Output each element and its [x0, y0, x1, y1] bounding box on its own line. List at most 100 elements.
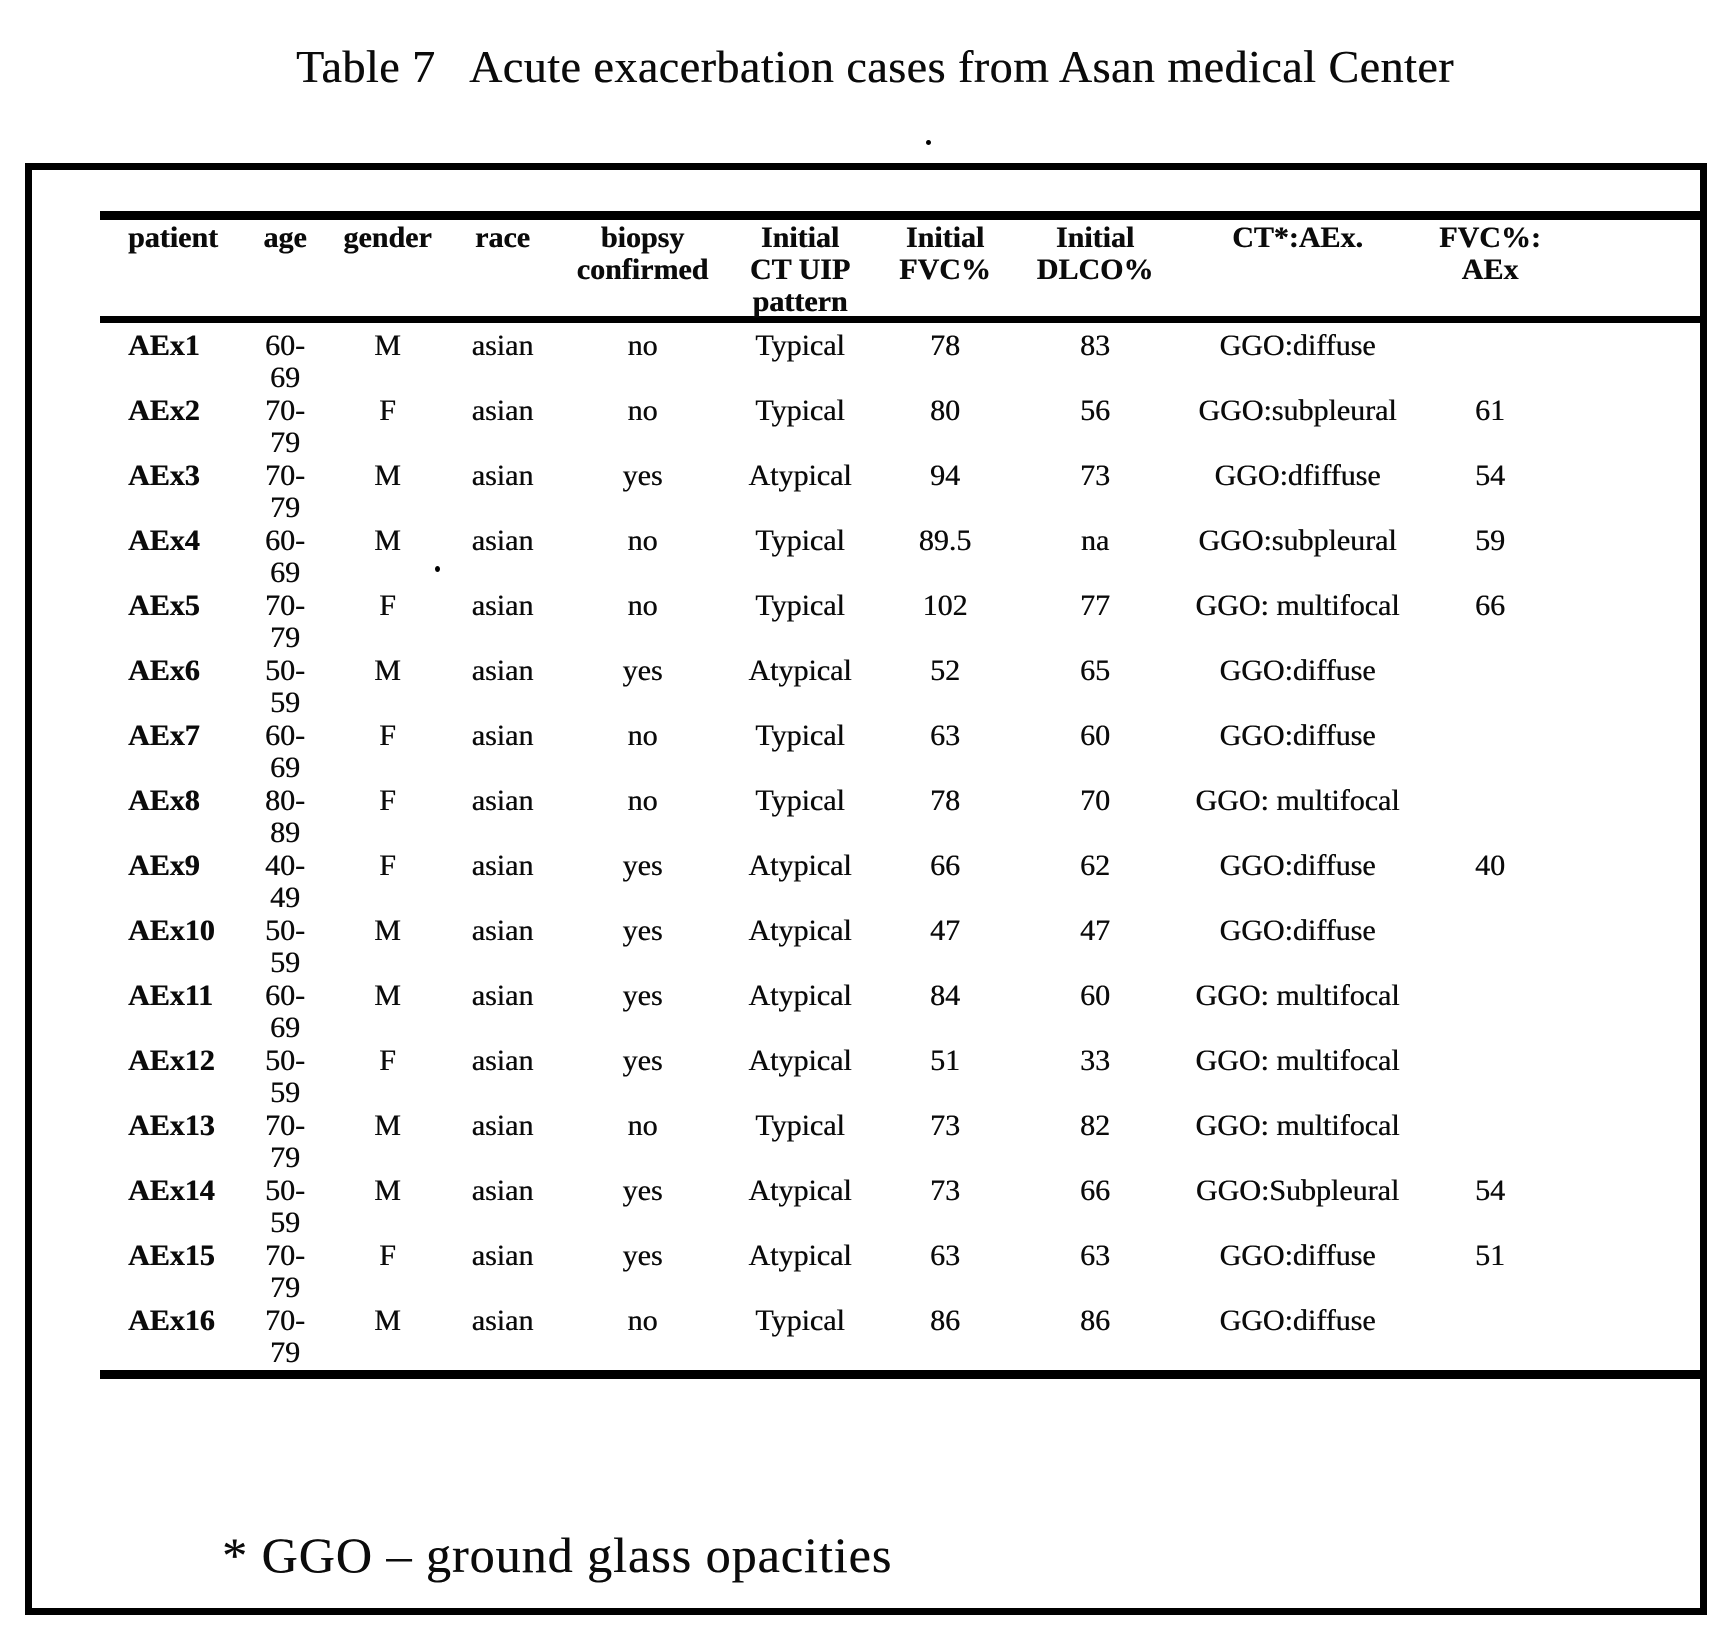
cell-biopsy-confirmed: yes	[622, 979, 663, 1012]
cell-ct-aex: GGO:diffuse	[1219, 654, 1376, 687]
cell-initial-fvc-pct: 78	[930, 784, 960, 817]
cell-fvc-pct-aex	[1420, 1045, 1560, 1110]
cell-initial-dlco-pct: 33	[1080, 1044, 1110, 1077]
cell-race: asian	[471, 394, 534, 427]
cell-initial-ct-uip-pattern: Typical	[755, 1304, 845, 1337]
cell-fvc-pct-aex	[1420, 330, 1560, 395]
cell-initial-ct-uip-pattern: Atypical	[748, 1239, 852, 1272]
cell-initial-ct-uip-pattern: Typical	[755, 589, 845, 622]
cell-ct-aex: GGO: multifocal	[1195, 589, 1400, 622]
cell-initial-fvc-pct: 84	[930, 979, 960, 1012]
cell-biopsy-confirmed: yes	[622, 459, 663, 492]
cell-race: asian	[471, 459, 534, 492]
cell-gender: F	[379, 719, 396, 752]
cell-ct-aex: GGO: multifocal	[1195, 784, 1400, 817]
cell-initial-fvc-pct: 94	[930, 459, 960, 492]
cell-patient: AEx10	[128, 914, 215, 947]
table-row: AEx9 40- 49 F asian yes Atypical 66 62 G…	[100, 850, 1707, 915]
cell-biopsy-confirmed: yes	[622, 849, 663, 882]
table-row: AEx16 70- 79 M asian no Typical 86 86 GG…	[100, 1305, 1707, 1370]
cell-fvc-pct-aex	[1420, 1305, 1560, 1370]
table-row: AEx14 50- 59 M asian yes Atypical 73 66 …	[100, 1175, 1707, 1240]
cell-age: 80- 89	[265, 784, 305, 849]
table-row: AEx3 70- 79 M asian yes Atypical 94 73 G…	[100, 460, 1707, 525]
table-row: AEx11 60- 69 M asian yes Atypical 84 60 …	[100, 980, 1707, 1045]
cell-patient: AEx8	[128, 784, 200, 817]
header-initial-fvc-pct: Initial FVC%	[899, 221, 991, 286]
cell-gender: F	[379, 1239, 396, 1272]
cell-age: 40- 49	[265, 849, 305, 914]
cell-race: asian	[471, 914, 534, 947]
cell-initial-fvc-pct: 80	[930, 394, 960, 427]
cell-initial-ct-uip-pattern: Atypical	[748, 979, 852, 1012]
cell-initial-fvc-pct: 102	[922, 589, 968, 622]
cell-gender: F	[379, 784, 396, 817]
cell-initial-ct-uip-pattern: Typical	[755, 1109, 845, 1142]
cell-biopsy-confirmed: yes	[622, 1044, 663, 1077]
cell-race: asian	[471, 719, 534, 752]
cell-initial-fvc-pct: 89.5	[918, 524, 972, 557]
cell-fvc-pct-aex: 61	[1475, 394, 1505, 427]
cell-age: 50- 59	[265, 654, 305, 719]
cell-initial-ct-uip-pattern: Atypical	[748, 914, 852, 947]
cell-age: 50- 59	[265, 914, 305, 979]
cell-ct-aex: GGO:subpleural	[1198, 524, 1397, 557]
cell-age: 70- 79	[265, 1304, 305, 1369]
cell-age: 70- 79	[265, 394, 305, 459]
table-bottom-rule	[100, 1370, 1707, 1379]
cell-age: 70- 79	[265, 459, 305, 524]
cell-initial-dlco-pct: 82	[1080, 1109, 1110, 1142]
cell-race: asian	[471, 1239, 534, 1272]
scan-speck	[435, 566, 440, 572]
cell-initial-ct-uip-pattern: Atypical	[748, 1044, 852, 1077]
cell-age: 60- 69	[265, 524, 305, 589]
cell-ct-aex: GGO: multifocal	[1195, 1109, 1400, 1142]
cell-initial-fvc-pct: 66	[930, 849, 960, 882]
cell-biopsy-confirmed: no	[627, 329, 658, 362]
cell-patient: AEx6	[128, 654, 200, 687]
table-row: AEx15 70- 79 F asian yes Atypical 63 63 …	[100, 1240, 1707, 1305]
cell-biopsy-confirmed: no	[627, 394, 658, 427]
table-row: AEx5 70- 79 F asian no Typical 102 77 GG…	[100, 590, 1707, 655]
cell-ct-aex: GGO:diffuse	[1219, 1304, 1376, 1337]
cell-biopsy-confirmed: no	[627, 1304, 658, 1337]
cell-initial-fvc-pct: 63	[930, 1239, 960, 1272]
cell-patient: AEx4	[128, 524, 200, 557]
cell-gender: M	[374, 459, 401, 492]
cell-initial-ct-uip-pattern: Typical	[755, 719, 845, 752]
header-underline-rule	[100, 316, 1707, 323]
cell-race: asian	[471, 979, 534, 1012]
table-header-row: patient age gender race biopsy confirmed…	[100, 222, 1707, 318]
cell-race: asian	[471, 329, 534, 362]
cell-biopsy-confirmed: no	[627, 719, 658, 752]
cell-patient: AEx5	[128, 589, 200, 622]
header-fvc-pct-aex: FVC%: AEx	[1439, 221, 1541, 286]
cell-initial-dlco-pct: 66	[1080, 1174, 1110, 1207]
cell-biopsy-confirmed: yes	[622, 1239, 663, 1272]
cell-patient: AEx9	[128, 849, 200, 882]
cell-patient: AEx7	[128, 719, 200, 752]
cell-patient: AEx14	[128, 1174, 215, 1207]
table-row: AEx8 80- 89 F asian no Typical 78 70 GGO…	[100, 785, 1707, 850]
cell-biopsy-confirmed: yes	[622, 1174, 663, 1207]
cell-initial-dlco-pct: 62	[1080, 849, 1110, 882]
cell-initial-fvc-pct: 73	[930, 1174, 960, 1207]
cell-gender: F	[379, 849, 396, 882]
cell-age: 50- 59	[265, 1174, 305, 1239]
cell-fvc-pct-aex: 51	[1475, 1239, 1505, 1272]
header-initial-dlco-pct: Initial DLCO%	[1036, 221, 1154, 286]
cell-ct-aex: GGO:diffuse	[1219, 914, 1376, 947]
cell-age: 70- 79	[265, 589, 305, 654]
cell-patient: AEx11	[128, 979, 214, 1012]
header-initial-ct-uip-pattern: Initial CT UIP pattern	[749, 221, 851, 318]
cell-fvc-pct-aex	[1420, 655, 1560, 720]
cell-initial-ct-uip-pattern: Typical	[755, 329, 845, 362]
cell-initial-ct-uip-pattern: Atypical	[748, 654, 852, 687]
cell-gender: M	[374, 1174, 401, 1207]
cell-initial-fvc-pct: 52	[930, 654, 960, 687]
cell-ct-aex: GGO: multifocal	[1195, 1044, 1400, 1077]
cell-ct-aex: GGO:dfiffuse	[1214, 459, 1381, 492]
cell-patient: AEx3	[128, 459, 200, 492]
cell-patient: AEx16	[128, 1304, 215, 1337]
